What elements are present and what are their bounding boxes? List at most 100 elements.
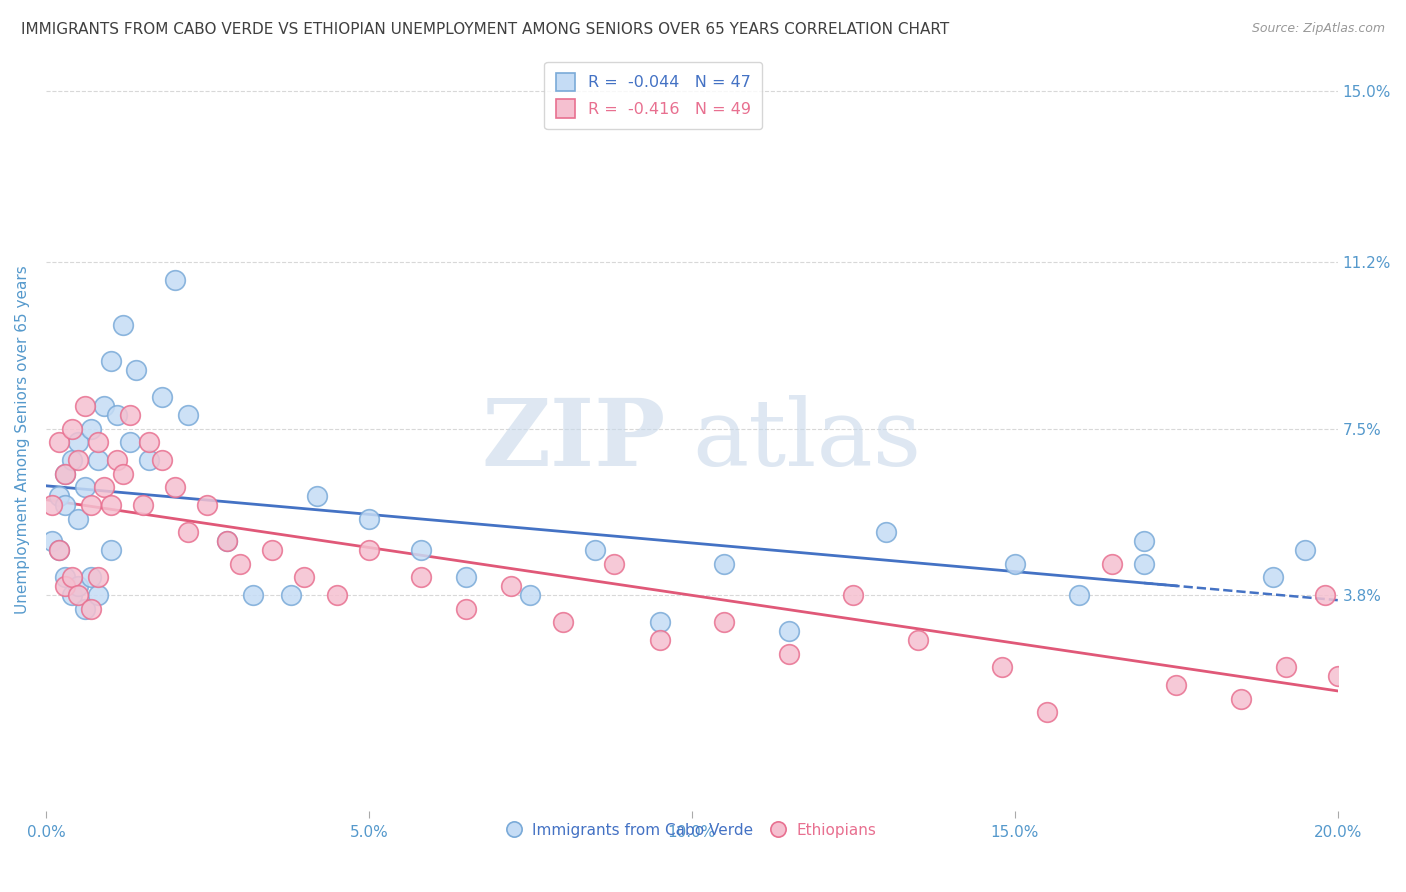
Point: [1230, 691, 1253, 706]
Point: [80, 421, 103, 435]
Point: [80, 498, 103, 512]
Point: [583, 543, 606, 558]
Point: [1326, 669, 1348, 683]
Point: [86, 453, 108, 467]
Point: [197, 498, 219, 512]
Point: [907, 633, 929, 648]
Point: [357, 511, 380, 525]
Point: [93, 399, 115, 413]
Point: [307, 489, 329, 503]
Point: [177, 408, 200, 422]
Point: [138, 435, 160, 450]
Point: [48, 543, 70, 558]
Point: [100, 543, 122, 558]
Point: [53, 498, 76, 512]
Point: [454, 570, 477, 584]
Point: [150, 390, 173, 404]
Point: [778, 624, 800, 639]
Point: [1036, 705, 1059, 719]
Point: [229, 557, 252, 571]
Point: [519, 588, 541, 602]
Point: [93, 480, 115, 494]
Point: [41, 534, 63, 549]
Point: [67, 435, 90, 450]
Point: [1166, 678, 1188, 692]
Point: [648, 615, 671, 629]
Point: [1275, 660, 1298, 674]
Point: [1004, 557, 1026, 571]
Point: [53, 467, 76, 481]
Point: [118, 435, 141, 450]
Point: [138, 453, 160, 467]
Point: [73, 480, 96, 494]
Point: [86, 588, 108, 602]
Point: [48, 435, 70, 450]
Point: [53, 467, 76, 481]
Point: [1101, 557, 1123, 571]
Point: [60, 421, 83, 435]
Point: [165, 480, 187, 494]
Point: [67, 511, 90, 525]
Point: [48, 543, 70, 558]
Point: [100, 498, 122, 512]
Point: [73, 399, 96, 413]
Point: [105, 453, 128, 467]
Point: [80, 570, 103, 584]
Point: [67, 453, 90, 467]
Point: [1313, 588, 1336, 602]
Point: [73, 601, 96, 615]
Point: [150, 453, 173, 467]
Point: [53, 579, 76, 593]
Text: IMMIGRANTS FROM CABO VERDE VS ETHIOPIAN UNEMPLOYMENT AMONG SENIORS OVER 65 YEARS: IMMIGRANTS FROM CABO VERDE VS ETHIOPIAN …: [21, 22, 949, 37]
Point: [778, 647, 800, 661]
Point: [112, 318, 135, 332]
Point: [991, 660, 1014, 674]
Point: [215, 534, 238, 549]
Point: [260, 543, 283, 558]
Point: [242, 588, 264, 602]
Point: [215, 534, 238, 549]
Point: [165, 273, 187, 287]
Point: [454, 601, 477, 615]
Point: [1133, 557, 1156, 571]
Point: [292, 570, 315, 584]
Point: [86, 570, 108, 584]
Point: [325, 588, 347, 602]
Point: [41, 498, 63, 512]
Point: [499, 579, 522, 593]
Point: [177, 525, 200, 540]
Point: [842, 588, 865, 602]
Point: [80, 601, 103, 615]
Text: atlas: atlas: [692, 395, 921, 485]
Point: [551, 615, 574, 629]
Point: [409, 570, 432, 584]
Point: [1133, 534, 1156, 549]
Point: [603, 557, 626, 571]
Point: [132, 498, 155, 512]
Point: [118, 408, 141, 422]
Point: [648, 633, 671, 648]
Point: [48, 489, 70, 503]
Point: [713, 615, 735, 629]
Point: [105, 408, 128, 422]
Point: [125, 363, 148, 377]
Point: [357, 543, 380, 558]
Y-axis label: Unemployment Among Seniors over 65 years: Unemployment Among Seniors over 65 years: [15, 266, 30, 615]
Legend: Immigrants from Cabo Verde, Ethiopians: Immigrants from Cabo Verde, Ethiopians: [502, 817, 882, 845]
Point: [67, 579, 90, 593]
Point: [86, 435, 108, 450]
Point: [60, 570, 83, 584]
Point: [1069, 588, 1091, 602]
Point: [875, 525, 897, 540]
Point: [53, 570, 76, 584]
Text: Source: ZipAtlas.com: Source: ZipAtlas.com: [1251, 22, 1385, 36]
Text: ZIP: ZIP: [482, 395, 666, 485]
Point: [280, 588, 302, 602]
Point: [67, 588, 90, 602]
Point: [1263, 570, 1285, 584]
Point: [60, 453, 83, 467]
Point: [409, 543, 432, 558]
Point: [1294, 543, 1316, 558]
Point: [713, 557, 735, 571]
Point: [112, 467, 135, 481]
